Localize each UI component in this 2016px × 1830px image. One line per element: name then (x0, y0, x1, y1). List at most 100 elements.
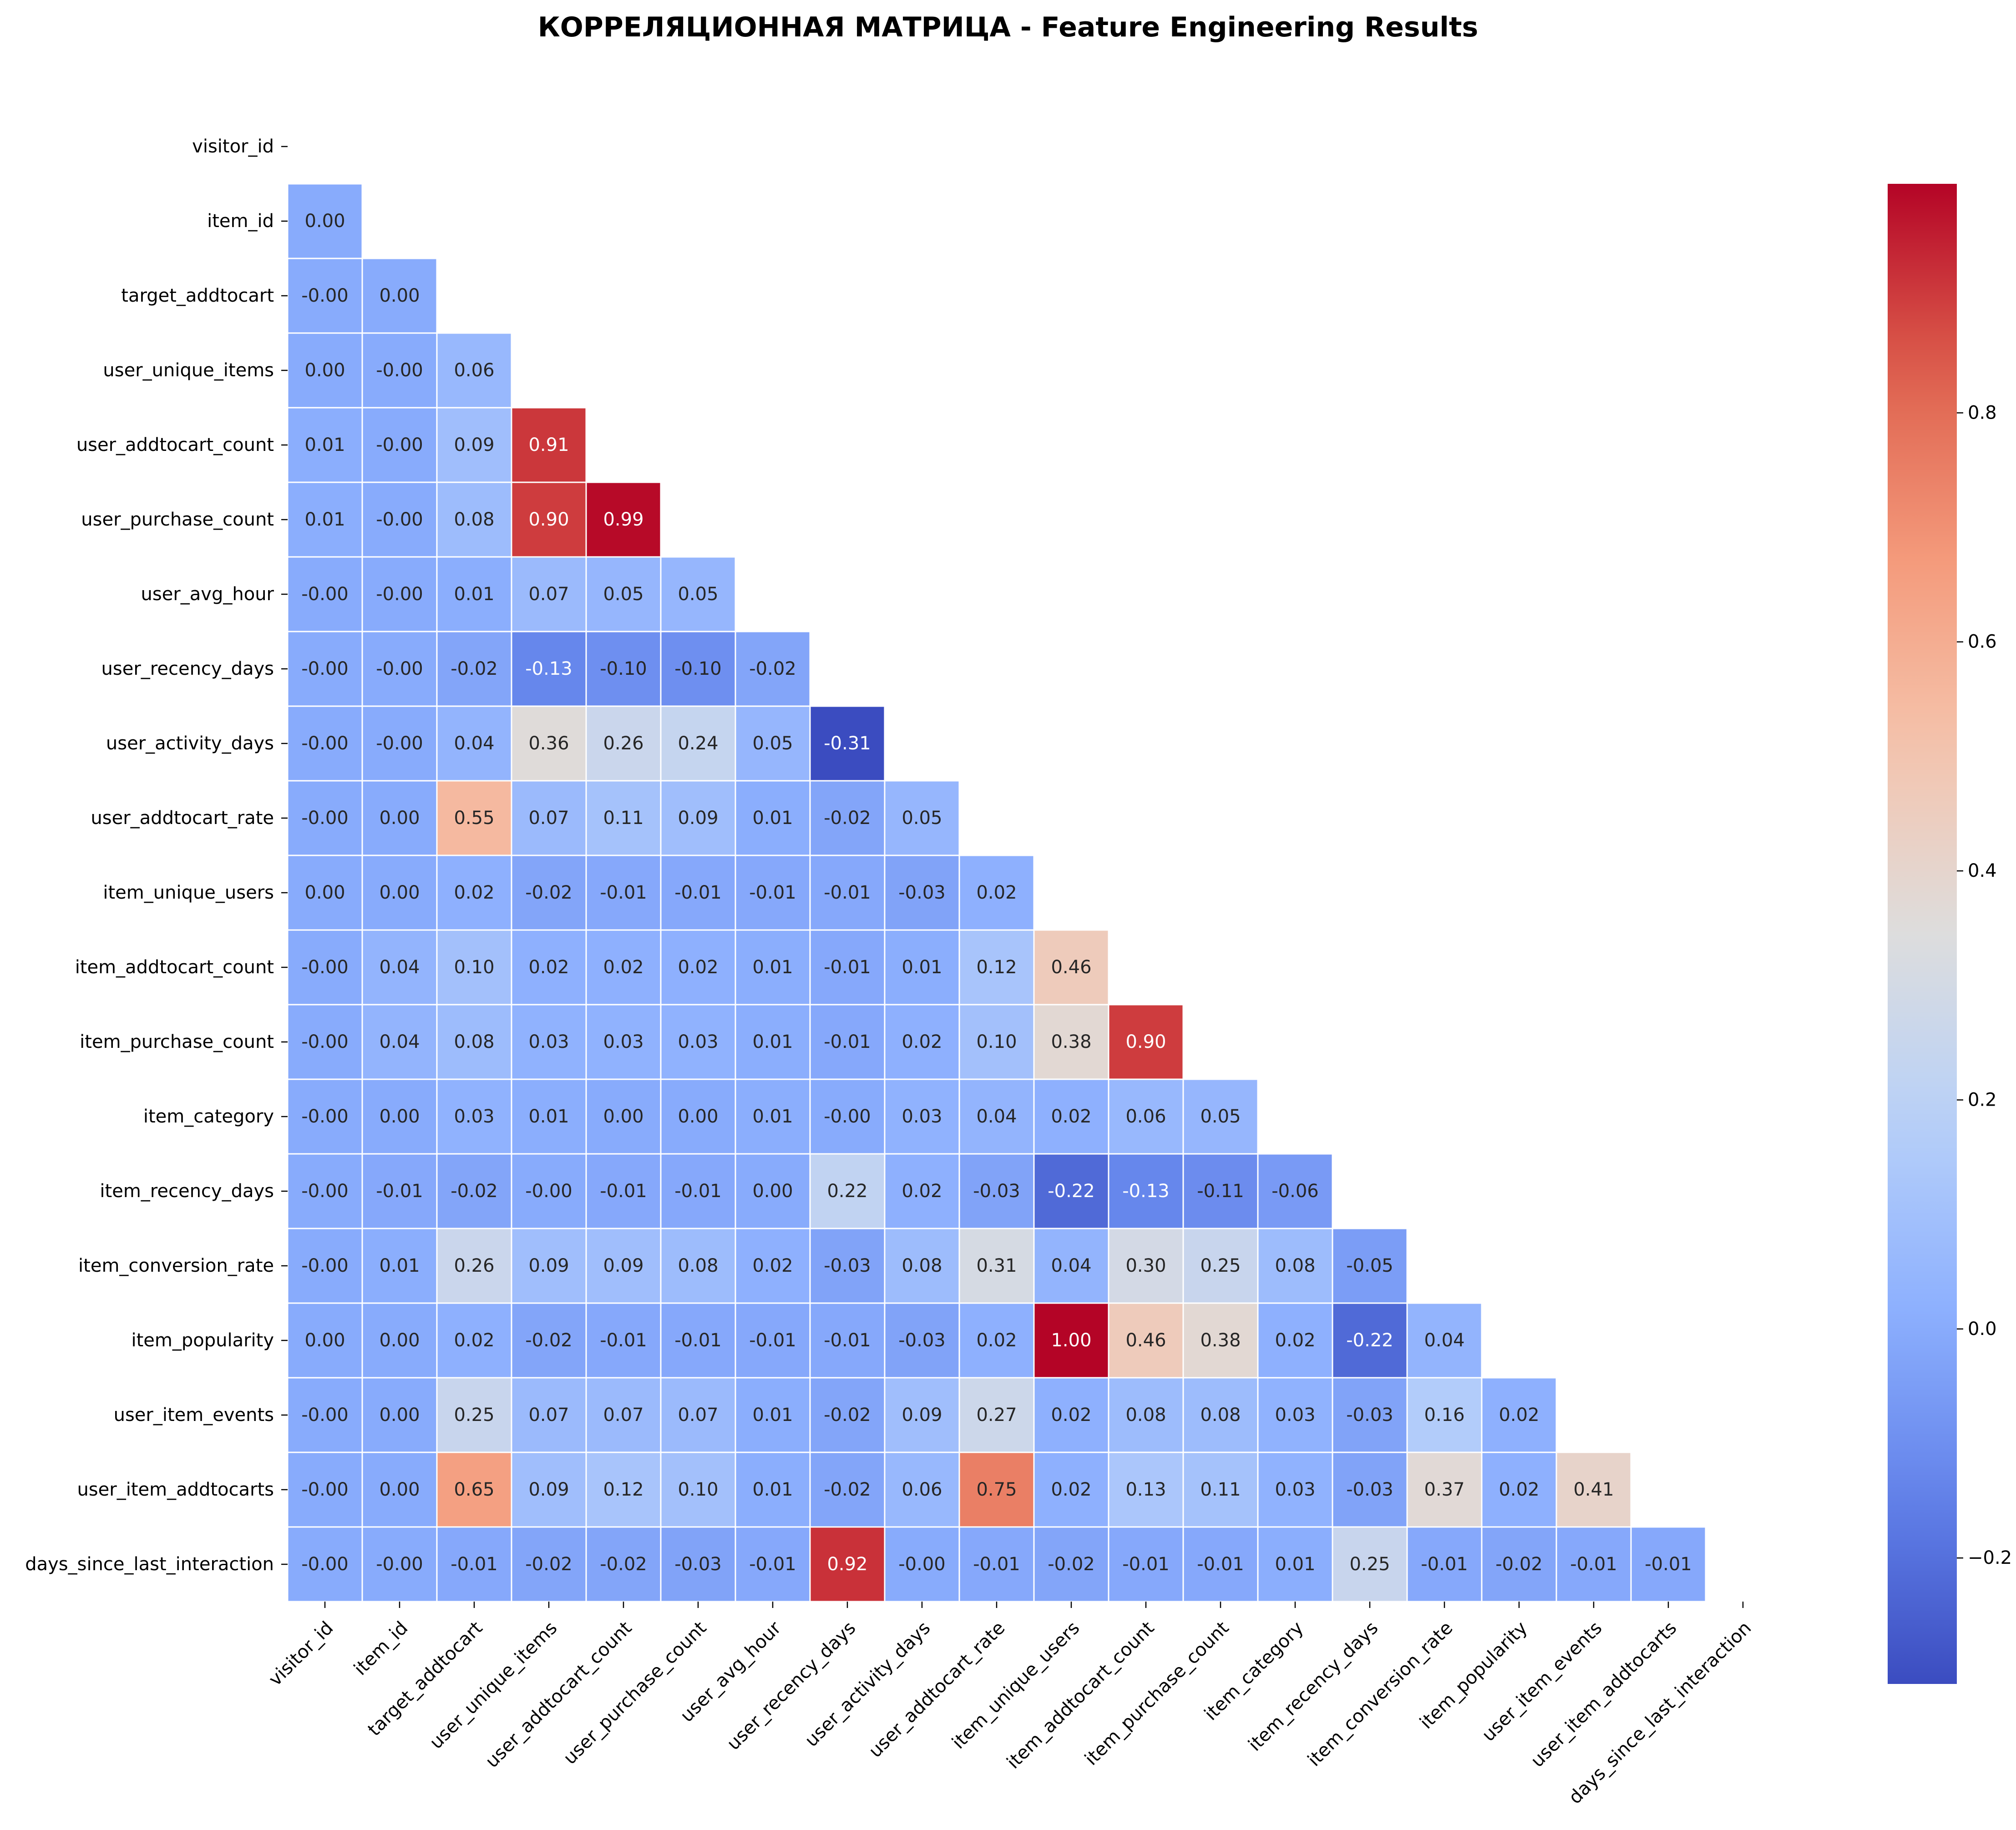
heatmap-cell (1108, 1526, 1184, 1603)
heatmap-cell (287, 556, 363, 632)
cell-value-label: -0.02 (600, 1554, 647, 1575)
y-tick-label: user_avg_hour (141, 584, 274, 605)
heatmap-cell (436, 1153, 512, 1229)
heatmap-cell (734, 780, 811, 856)
colorbar-gradient (1888, 184, 1957, 1684)
y-tick-label: item_purchase_count (80, 1031, 274, 1052)
y-tick-label: user_unique_items (103, 360, 274, 381)
cell-value-label: 0.92 (827, 1554, 867, 1575)
heatmap-cell (511, 854, 587, 931)
cell-value-label: -0.01 (674, 882, 722, 903)
cell-value-label: -0.22 (1048, 1181, 1095, 1202)
cell-value-label: -0.00 (525, 1181, 572, 1202)
cell-value-label: -0.00 (301, 1031, 349, 1052)
heatmap-cell (287, 631, 363, 707)
cell-value-label: 0.00 (379, 808, 420, 829)
cell-value-label: 0.03 (1275, 1479, 1315, 1500)
cell-value-label: 0.04 (379, 1031, 420, 1052)
heatmap-cells: 0.00 -0.00 0.00 0.00 -0.00 0.06 0.01 -0.00 0.09 0… (287, 183, 1707, 1603)
cell-value-label: -0.00 (301, 584, 349, 605)
heatmap-cell (1630, 1526, 1707, 1603)
cell-value-label: 0.02 (1499, 1479, 1539, 1500)
y-tick-label: target_addtocart (121, 285, 274, 306)
heatmap-cell (511, 705, 587, 782)
cell-value-label: -0.03 (824, 1255, 871, 1276)
heatmap-cell (436, 1228, 512, 1304)
heatmap-cell (585, 1526, 662, 1603)
cell-value-label: 0.00 (379, 1106, 420, 1127)
cell-value-label: 0.01 (752, 1031, 793, 1052)
heatmap-cell (287, 1004, 363, 1080)
cell-value-label: 0.01 (528, 1106, 569, 1127)
heatmap-cell (361, 780, 438, 856)
cell-value-label: -0.02 (1495, 1554, 1543, 1575)
heatmap-cell (436, 481, 512, 558)
cell-value-label: 0.03 (902, 1106, 942, 1127)
cell-value-label: 0.00 (379, 882, 420, 903)
cell-value-label: 0.31 (976, 1255, 1017, 1276)
heatmap-cell (660, 1153, 736, 1229)
heatmap-cell (361, 929, 438, 1006)
cell-value-label: 0.02 (902, 1181, 942, 1202)
cell-value-label: -0.00 (301, 285, 349, 306)
cell-value-label: 0.01 (902, 957, 942, 978)
heatmap-cell (734, 1302, 811, 1379)
heatmap-cell (511, 780, 587, 856)
cell-value-label: 0.04 (1424, 1330, 1464, 1351)
cell-value-label: 0.00 (304, 360, 345, 381)
cell-value-label: 0.22 (827, 1181, 867, 1202)
heatmap-cell (734, 1153, 811, 1229)
heatmap-cell (511, 1526, 587, 1603)
cell-value-label: -0.22 (1346, 1330, 1393, 1351)
heatmap-cell (1033, 1078, 1109, 1155)
cell-value-label: 0.00 (603, 1106, 643, 1127)
y-tick-label: item_recency_days (100, 1181, 274, 1202)
cell-value-label: 0.08 (678, 1255, 718, 1276)
cell-value-label: -0.00 (301, 1255, 349, 1276)
heatmap-cell (1182, 1451, 1259, 1528)
heatmap-cell (287, 1302, 363, 1379)
cell-value-label: 0.04 (379, 957, 420, 978)
cell-value-label: 0.26 (454, 1255, 494, 1276)
cell-value-label: -0.00 (301, 658, 349, 679)
heatmap-cell (734, 854, 811, 931)
cell-value-label: -0.02 (749, 658, 796, 679)
cell-value-label: 0.02 (1275, 1330, 1315, 1351)
heatmap-cell (1108, 1302, 1184, 1379)
cell-value-label: 0.09 (528, 1255, 569, 1276)
heatmap-cell (585, 481, 662, 558)
heatmap-cell (660, 929, 736, 1006)
cell-value-label: 0.25 (454, 1405, 494, 1426)
cell-value-label: -0.01 (824, 1031, 871, 1052)
cell-value-label: 0.06 (454, 360, 494, 381)
cell-value-label: 0.08 (454, 1031, 494, 1052)
cell-value-label: 0.05 (603, 584, 643, 605)
heatmap-cell (511, 929, 587, 1006)
cell-value-label: 0.26 (603, 733, 643, 754)
cell-value-label: -0.01 (1570, 1554, 1617, 1575)
cell-value-label: -0.00 (898, 1554, 946, 1575)
colorbar-tick-label: 0.8 (1968, 402, 1997, 423)
cell-value-label: 0.11 (603, 808, 643, 829)
cell-value-label: 0.07 (603, 1405, 643, 1426)
heatmap-cell (585, 705, 662, 782)
heatmap-cell (361, 705, 438, 782)
cell-value-label: 0.02 (976, 882, 1017, 903)
heatmap-cell (1257, 1451, 1333, 1528)
heatmap-cell (361, 556, 438, 632)
cell-value-label: 0.30 (1125, 1255, 1166, 1276)
cell-value-label: 0.12 (603, 1479, 643, 1500)
cell-value-label: 0.02 (454, 882, 494, 903)
cell-value-label: 0.01 (752, 1479, 793, 1500)
y-tick-label: user_activity_days (106, 733, 274, 754)
heatmap-cell (287, 1451, 363, 1528)
cell-value-label: -0.01 (973, 1554, 1020, 1575)
cell-value-label: 0.09 (528, 1479, 569, 1500)
cell-value-label: -0.02 (525, 1554, 572, 1575)
heatmap-cell (958, 1302, 1035, 1379)
cell-value-label: 0.10 (454, 957, 494, 978)
heatmap-cell (585, 780, 662, 856)
cell-value-label: 0.05 (678, 584, 718, 605)
heatmap-cell (1257, 1526, 1333, 1603)
